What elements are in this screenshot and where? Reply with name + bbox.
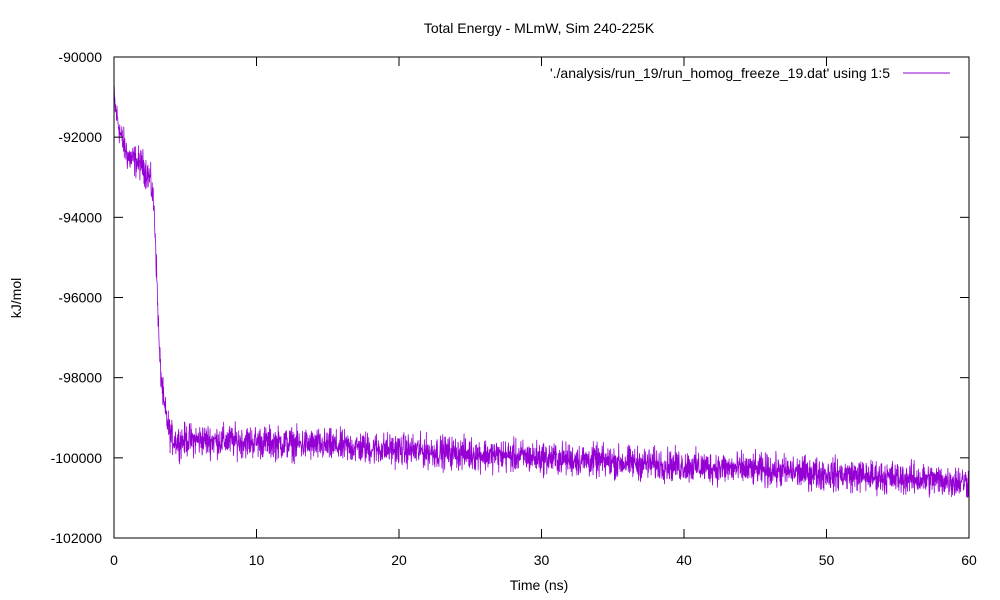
y-tick-label: -98000 <box>58 370 102 386</box>
plot-area <box>113 85 970 499</box>
x-tick-label: 20 <box>391 552 407 568</box>
legend-label: './analysis/run_19/run_homog_freeze_19.d… <box>550 65 890 81</box>
y-axis-title: kJ/mol <box>8 278 24 318</box>
y-tick-label: -96000 <box>58 290 102 306</box>
y-tick-label: -100000 <box>51 450 103 466</box>
x-tick-label: 60 <box>961 552 977 568</box>
legend: './analysis/run_19/run_homog_freeze_19.d… <box>550 65 950 81</box>
x-tick-label: 0 <box>110 552 118 568</box>
x-tick-label: 40 <box>676 552 692 568</box>
x-axis-title: Time (ns) <box>510 577 569 593</box>
chart-title: Total Energy - MLmW, Sim 240-225K <box>424 20 655 36</box>
x-tick-label: 30 <box>534 552 550 568</box>
x-tick-label: 10 <box>249 552 265 568</box>
x-tick-label: 50 <box>819 552 835 568</box>
y-tick-label: -94000 <box>58 209 102 225</box>
y-tick-label: -90000 <box>58 49 102 65</box>
y-tick-label: -102000 <box>51 530 103 546</box>
y-tick-label: -92000 <box>58 129 102 145</box>
series-line <box>113 85 970 499</box>
plot-border <box>113 56 970 539</box>
